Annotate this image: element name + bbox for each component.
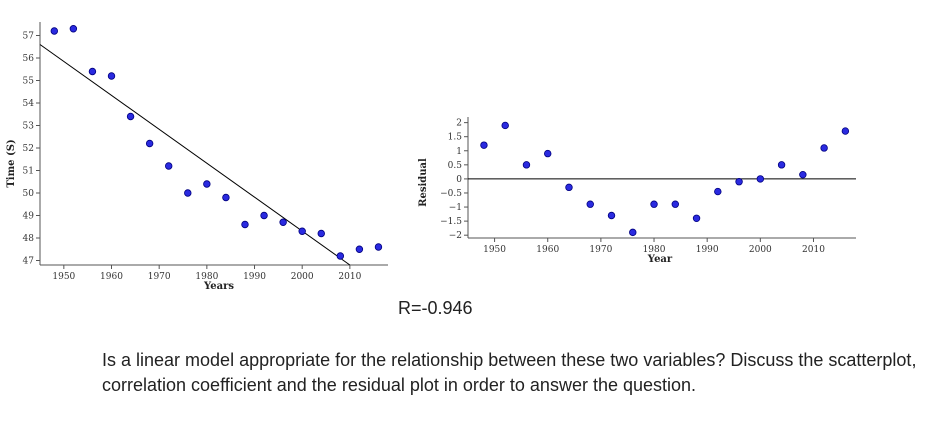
data-point: [88, 67, 97, 76]
data-point: [336, 252, 345, 260]
residual-point: [692, 214, 701, 223]
y-tick-label: 53: [23, 122, 35, 132]
y-tick-label: 55: [23, 77, 35, 87]
data-point: [50, 27, 59, 35]
data-point: [260, 211, 268, 220]
data-point: [145, 139, 154, 148]
residual-point: [650, 200, 658, 208]
x-tick-label: 1990: [243, 272, 266, 282]
data-point: [69, 25, 78, 33]
x-tick-label: 1980: [643, 245, 666, 255]
y-tick-label: 49: [23, 212, 35, 222]
residual-point: [544, 149, 552, 158]
data-point: [184, 189, 192, 197]
y-tick-label: 54: [23, 99, 35, 109]
x-axis-label: Year: [647, 254, 673, 265]
y-tick-label: 50: [23, 189, 35, 199]
residual-point: [777, 161, 786, 169]
y-axis-label: Time (S): [6, 139, 17, 187]
data-point: [355, 245, 364, 253]
y-tick-label: 56: [23, 54, 35, 64]
x-tick-label: 1960: [100, 272, 123, 282]
data-point: [203, 180, 211, 188]
x-tick-label: 1970: [589, 245, 612, 255]
data-point: [165, 162, 173, 170]
y-tick-label: −2: [449, 231, 462, 241]
residual-point: [671, 200, 679, 208]
correlation-coefficient-label: R=-0.946: [398, 298, 473, 318]
data-point: [279, 218, 287, 226]
question-text: Is a linear model appropriate for the re…: [102, 350, 917, 395]
x-tick-label: 2010: [802, 245, 825, 255]
data-point: [317, 229, 325, 238]
y-tick-label: 57: [23, 32, 35, 42]
x-tick-label: 2000: [291, 272, 314, 282]
residual-point: [565, 183, 573, 192]
residual-point: [480, 141, 488, 149]
y-tick-label: 52: [23, 144, 34, 154]
data-point: [222, 193, 230, 202]
residual-point: [607, 211, 616, 220]
y-tick-label: 51: [23, 167, 34, 177]
data-point: [126, 112, 135, 121]
y-tick-label: −0.5: [440, 189, 462, 199]
data-point: [241, 220, 249, 229]
residual-point: [756, 175, 765, 183]
y-tick-label: 0.5: [448, 161, 463, 171]
y-tick-label: −1: [449, 203, 462, 213]
data-point: [374, 243, 383, 251]
y-tick-label: 47: [23, 257, 35, 267]
data-point: [298, 227, 306, 235]
y-axis-label: Residual: [418, 158, 429, 207]
y-tick-label: 2: [456, 119, 462, 129]
regression-line: [39, 44, 351, 266]
residual-point: [735, 178, 743, 186]
x-tick-label: 1970: [148, 272, 171, 282]
y-tick-label: 1: [456, 147, 462, 157]
x-tick-label: 1990: [696, 245, 719, 255]
y-tick-label: 0: [456, 175, 462, 185]
x-tick-label: 1960: [536, 245, 559, 255]
x-tick-label: 1980: [195, 272, 218, 282]
residual-point: [501, 121, 509, 130]
x-tick-label: 2010: [338, 272, 361, 282]
charts-canvas: 47 48 49 50 51 52 53 54 55 56 57 1950 1960 1970 1980 19…: [6, 22, 856, 292]
residual-point: [799, 170, 807, 179]
y-tick-label: 1.5: [448, 133, 463, 143]
residual-point: [629, 228, 637, 237]
y-tick-label: −1.5: [440, 217, 462, 227]
residual-point: [820, 144, 828, 152]
residual-point: [522, 161, 531, 169]
residual-point: [714, 187, 722, 196]
residual-point: [841, 127, 850, 135]
y-tick-label: 48: [23, 234, 35, 244]
x-axis-label: Years: [203, 281, 234, 292]
residual-point: [586, 200, 594, 208]
data-point: [107, 72, 116, 80]
x-tick-label: 1950: [52, 272, 75, 282]
x-tick-label: 1950: [483, 245, 506, 255]
x-tick-label: 2000: [749, 245, 772, 255]
